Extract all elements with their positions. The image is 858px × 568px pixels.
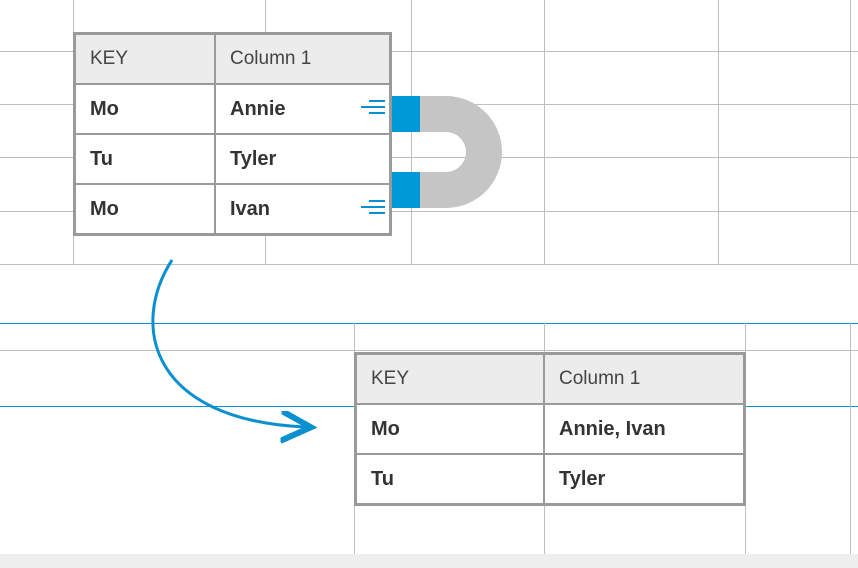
source-cell-key: Tu (75, 134, 215, 184)
magnet-icon (390, 74, 560, 234)
grid-vline (718, 0, 719, 264)
pull-lines-icon (357, 200, 385, 218)
result-table-header-key: KEY (356, 354, 544, 404)
footer-strip (0, 554, 858, 568)
cell-value: Annie (230, 98, 286, 120)
grid-vline (850, 323, 851, 568)
table-row: Mo Annie (75, 84, 390, 134)
result-cell-col1: Tyler (544, 454, 744, 504)
flow-arrow-icon (120, 255, 340, 465)
source-cell-col1: Annie (215, 84, 390, 134)
source-table: KEY Column 1 Mo Annie Tu Tyler Mo Ivan (73, 32, 392, 236)
source-cell-col1: Tyler (215, 134, 390, 184)
diagram-stage: KEY Column 1 Mo Annie Tu Tyler Mo Ivan (0, 0, 858, 568)
table-row: Tu Tyler (356, 454, 744, 504)
source-table-header-key: KEY (75, 34, 215, 84)
table-row: Mo Ivan (75, 184, 390, 234)
result-cell-col1: Annie, Ivan (544, 404, 744, 454)
table-row: Mo Annie, Ivan (356, 404, 744, 454)
result-table: KEY Column 1 Mo Annie, Ivan Tu Tyler (354, 352, 746, 506)
source-cell-col1: Ivan (215, 184, 390, 234)
result-cell-key: Tu (356, 454, 544, 504)
source-table-header-col1: Column 1 (215, 34, 390, 84)
source-cell-key: Mo (75, 184, 215, 234)
table-row: Tu Tyler (75, 134, 390, 184)
cell-value: Ivan (230, 198, 270, 220)
result-table-header-col1: Column 1 (544, 354, 744, 404)
cell-value: Tyler (230, 148, 276, 170)
result-cell-key: Mo (356, 404, 544, 454)
grid-vline (850, 0, 851, 264)
pull-lines-icon (357, 100, 385, 118)
source-cell-key: Mo (75, 84, 215, 134)
